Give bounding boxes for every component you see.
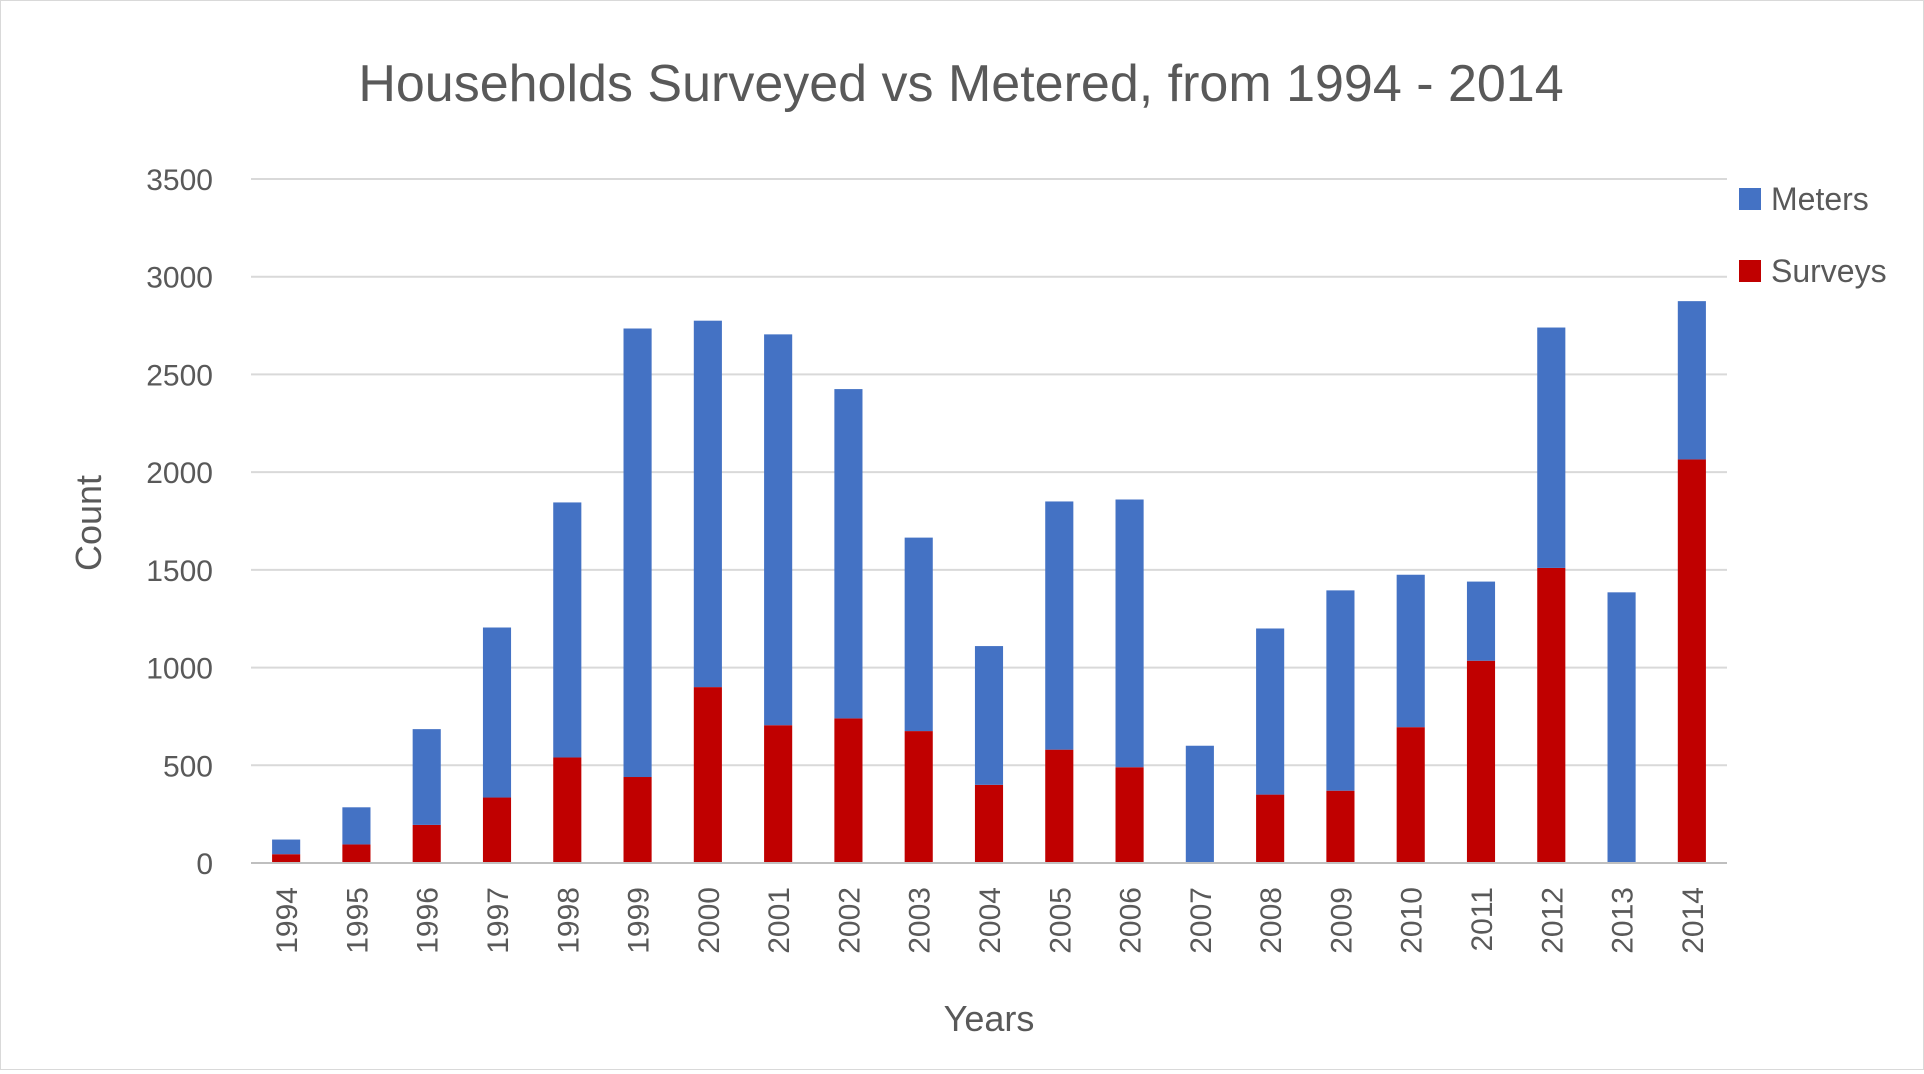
legend-label-meters: Meters bbox=[1771, 181, 1869, 217]
bar-meters-2005 bbox=[1045, 501, 1074, 750]
bar-meters-2013 bbox=[1607, 592, 1636, 863]
y-tick-label: 1000 bbox=[146, 653, 213, 686]
x-tick-label: 2000 bbox=[693, 887, 726, 954]
bar-meters-2010 bbox=[1396, 574, 1425, 728]
bar-meters-2009 bbox=[1326, 590, 1355, 791]
x-tick-label: 1994 bbox=[271, 887, 304, 954]
bar-surveys-2004 bbox=[974, 784, 1004, 863]
chart-title: Households Surveyed vs Metered, from 199… bbox=[358, 55, 1563, 113]
y-axis-title: Count bbox=[68, 475, 109, 571]
bar-meters-2006 bbox=[1115, 499, 1144, 768]
y-tick-label: 2500 bbox=[146, 359, 213, 392]
x-tick-label: 2008 bbox=[1255, 887, 1288, 954]
bar-meters-2003 bbox=[904, 537, 933, 732]
bar-surveys-1997 bbox=[482, 797, 512, 863]
y-tick-label: 1500 bbox=[146, 555, 213, 588]
bar-meters-2002 bbox=[834, 389, 863, 719]
x-tick-label: 2012 bbox=[1536, 887, 1569, 954]
y-tick-label: 3500 bbox=[146, 164, 213, 197]
legend-swatch-meters bbox=[1739, 188, 1761, 210]
x-tick-label: 2013 bbox=[1607, 887, 1640, 954]
x-axis-ticks: 1994 1995 1996 1997 1998 1999 2000 2001 2002 2003… bbox=[271, 887, 1710, 954]
y-tick-label: 0 bbox=[196, 848, 213, 881]
x-tick-label: 2001 bbox=[763, 887, 796, 954]
bar-surveys-2006 bbox=[1115, 767, 1144, 863]
bar-meters-2000 bbox=[693, 320, 722, 688]
bar-meters-1999 bbox=[623, 328, 652, 778]
bar-surveys-2011 bbox=[1466, 660, 1496, 863]
bar-surveys-2008 bbox=[1256, 794, 1285, 863]
bar-meters-2007 bbox=[1185, 745, 1214, 863]
bar-meters-1995 bbox=[342, 807, 371, 845]
legend-swatch-surveys bbox=[1739, 260, 1761, 282]
bar-meters-2011 bbox=[1466, 581, 1496, 661]
x-axis-title: Years bbox=[944, 998, 1035, 1039]
y-tick-label: 2000 bbox=[146, 457, 213, 490]
bar-meters-2012 bbox=[1537, 327, 1566, 568]
x-tick-label: 2005 bbox=[1044, 887, 1077, 954]
x-tick-label: 1999 bbox=[623, 887, 656, 954]
bar-surveys-1994 bbox=[272, 854, 301, 863]
x-tick-label: 1998 bbox=[552, 887, 585, 954]
bar-surveys-2002 bbox=[834, 718, 863, 863]
y-tick-label: 3000 bbox=[146, 262, 213, 295]
x-tick-label: 2003 bbox=[904, 887, 937, 954]
bar-surveys-1995 bbox=[342, 844, 371, 863]
bar-meters-1994 bbox=[272, 839, 301, 855]
bar-meters-2001 bbox=[764, 334, 793, 726]
bar-surveys-2000 bbox=[693, 687, 722, 863]
bar-surveys-2009 bbox=[1326, 790, 1355, 863]
y-tick-label: 500 bbox=[163, 750, 213, 783]
x-tick-label: 2004 bbox=[974, 887, 1007, 954]
bar-meters-2014 bbox=[1677, 301, 1706, 460]
bar-surveys-2014 bbox=[1677, 459, 1706, 863]
x-tick-label: 2010 bbox=[1396, 887, 1429, 954]
bar-surveys-2010 bbox=[1396, 727, 1425, 863]
bar-meters-2004 bbox=[974, 646, 1004, 785]
x-tick-label: 1997 bbox=[482, 887, 515, 954]
bar-meters-1996 bbox=[412, 729, 441, 825]
bar-surveys-2005 bbox=[1045, 749, 1074, 863]
x-tick-label: 1996 bbox=[412, 887, 445, 954]
bar-surveys-2001 bbox=[764, 725, 793, 863]
bar-surveys-1999 bbox=[623, 777, 652, 863]
bar-surveys-1998 bbox=[553, 757, 582, 863]
x-tick-label: 2009 bbox=[1325, 887, 1358, 954]
bar-surveys-2003 bbox=[904, 731, 933, 863]
x-tick-label: 1995 bbox=[341, 887, 374, 954]
bar-surveys-2012 bbox=[1537, 567, 1566, 863]
bar-meters-1997 bbox=[482, 627, 512, 798]
x-tick-label: 2014 bbox=[1677, 887, 1710, 954]
x-tick-label: 2006 bbox=[1115, 887, 1148, 954]
legend-label-surveys: Surveys bbox=[1771, 253, 1887, 289]
bar-meters-1998 bbox=[553, 502, 582, 758]
x-tick-label: 2007 bbox=[1185, 887, 1218, 954]
bars bbox=[272, 301, 1706, 863]
legend: Meters Surveys bbox=[1739, 181, 1887, 289]
x-tick-label: 2002 bbox=[833, 887, 866, 954]
x-tick-label: 2011 bbox=[1466, 887, 1499, 952]
bar-surveys-1996 bbox=[412, 824, 441, 863]
bar-meters-2008 bbox=[1256, 628, 1285, 795]
y-axis-ticks: 0 500 1000 1500 2000 2500 3000 3500 bbox=[146, 164, 213, 881]
